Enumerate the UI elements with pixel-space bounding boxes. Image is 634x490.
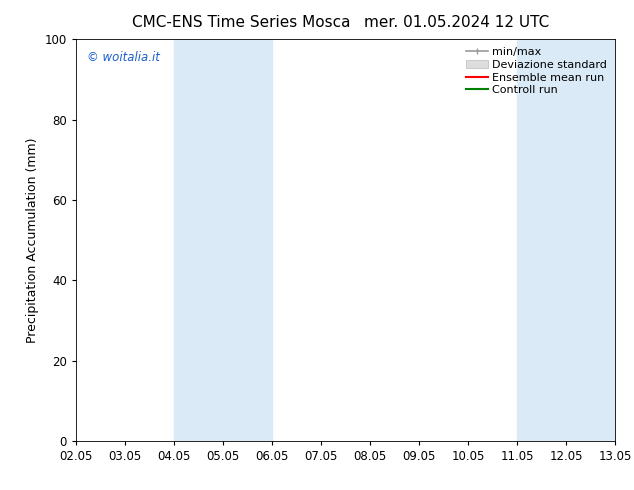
Legend: min/max, Deviazione standard, Ensemble mean run, Controll run: min/max, Deviazione standard, Ensemble m…: [461, 43, 612, 100]
Text: CMC-ENS Time Series Mosca: CMC-ENS Time Series Mosca: [132, 15, 350, 30]
Text: mer. 01.05.2024 12 UTC: mer. 01.05.2024 12 UTC: [364, 15, 549, 30]
Bar: [174, 39, 272, 441]
Bar: [517, 39, 615, 441]
Text: © woitalia.it: © woitalia.it: [87, 51, 160, 64]
Y-axis label: Precipitation Accumulation (mm): Precipitation Accumulation (mm): [26, 137, 39, 343]
